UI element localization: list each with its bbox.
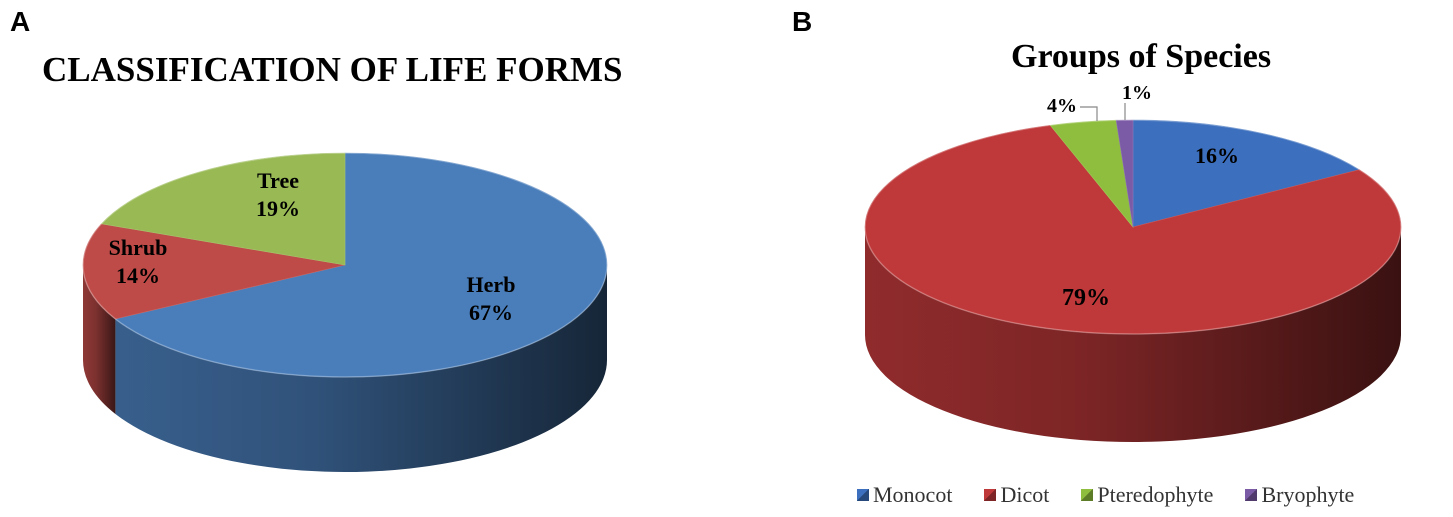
slice-value-monocot: 16% [1195,143,1239,168]
legend-label-monocot: Monocot [873,482,953,507]
legend-item-monocot: Monocot [857,482,952,508]
slice-value-pteredophyte: 4% [1047,95,1077,117]
slice-value-shrub: 14% [116,263,160,288]
legend-item-pteredophyte: Pteredophyte [1081,482,1213,508]
legend-swatch-pteredophyte [1081,489,1094,501]
legend-item-bryophyte: Bryophyte [1245,482,1354,508]
panel-label-a: A [10,6,31,37]
slice-shrub [82,223,346,320]
slice-monocot [1132,119,1361,228]
slice-bryophyte [1115,119,1134,228]
slice-value-bryophyte: 1% [1122,82,1152,104]
slice-dicot [864,124,1402,335]
slice-value-tree: 19% [256,196,300,221]
legend-swatch-monocot [857,489,869,501]
leader-line-pteredophyte [1080,106,1098,121]
legend-item-dicot: Dicot [984,482,1049,508]
slice-name-herb: Herb [467,272,516,297]
legend-label-bryophyte: Bryophyte [1261,482,1355,507]
legend-swatch-dicot [984,489,997,501]
panel-label-b: B [792,6,813,37]
legend-label-dicot: Dicot [1000,482,1050,507]
chart-a-title: CLASSIFICATION OF LIFE FORMS [42,50,623,89]
pie-rim-b [864,119,1402,335]
slice-tree [100,152,346,266]
slice-value-herb: 67% [469,300,513,325]
chart-b-title: Groups of Species [1011,38,1272,75]
slice-value-dicot: 79% [1062,285,1110,311]
slice-side-dicot [865,227,1401,442]
chart-b-legend: Monocot Dicot Pteredophyte Bryophyte [857,482,1354,508]
slice-name-shrub: Shrub [109,235,168,260]
slice-name-tree: Tree [257,168,299,193]
pie-b: 16% 79% 4% 1% [864,82,1402,442]
slice-side-shrub [83,265,116,414]
legend-label-pteredophyte: Pteredophyte [1097,482,1214,507]
pie-a: Herb 67% Shrub 14% Tree 19% [82,152,608,473]
slice-side-herb [115,265,607,473]
pie-rim-a [82,152,608,378]
legend-swatch-bryophyte [1245,489,1258,501]
slice-herb [114,152,608,378]
